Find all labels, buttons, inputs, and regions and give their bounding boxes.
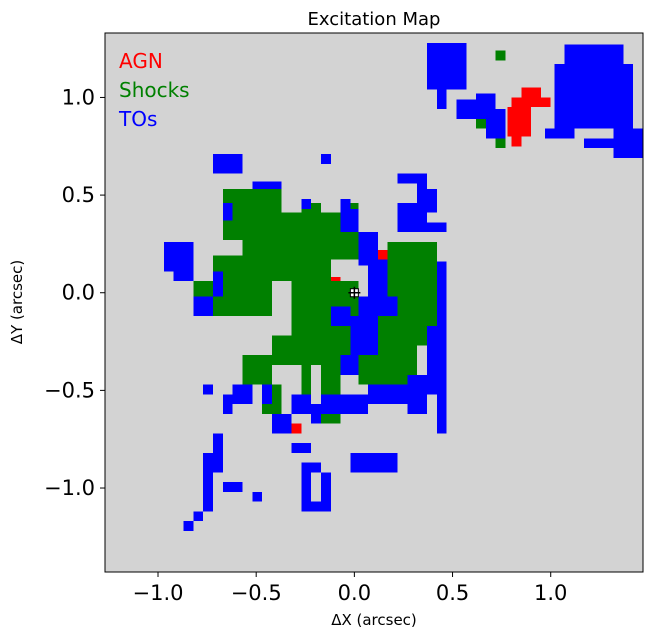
cell-tos xyxy=(320,394,369,414)
y-tick-label: 0.5 xyxy=(62,183,95,207)
cell-tos xyxy=(436,89,447,110)
cell-shocks xyxy=(242,355,272,385)
cell-tos xyxy=(485,109,506,139)
x-tick-label: −1.0 xyxy=(133,581,184,605)
cell-tos xyxy=(222,482,243,492)
cell-tos xyxy=(212,271,223,297)
cell-agn xyxy=(377,249,388,260)
cell-tos xyxy=(203,452,223,473)
y-tick-label: 0.0 xyxy=(62,281,95,305)
cell-tos xyxy=(320,154,331,164)
cell-tos xyxy=(203,501,213,512)
cell-tos xyxy=(436,394,447,434)
cell-tos xyxy=(436,42,457,51)
cell-tos xyxy=(358,232,378,266)
cell-tos xyxy=(456,60,467,80)
cell-shocks xyxy=(212,255,331,282)
cell-shocks xyxy=(476,118,486,129)
chart-title: Excitation Map xyxy=(308,9,441,30)
cell-shocks xyxy=(301,364,312,395)
cell-tos xyxy=(417,173,428,223)
cell-tos xyxy=(436,261,447,375)
x-axis-label: ΔX (arcsec) xyxy=(331,611,417,629)
cell-agn xyxy=(291,423,302,434)
legend-entry-tos: TOs xyxy=(118,107,157,131)
cell-tos xyxy=(203,384,213,395)
cell-agn xyxy=(511,97,551,108)
cell-tos xyxy=(427,189,437,213)
cell-tos xyxy=(301,198,312,209)
cell-tos xyxy=(183,521,194,531)
cell-tos xyxy=(554,64,634,129)
cell-tos xyxy=(311,462,321,473)
cell-tos xyxy=(203,472,213,502)
cell-tos xyxy=(330,306,351,326)
cell-tos xyxy=(340,208,359,233)
cell-tos xyxy=(368,259,388,297)
cell-tos xyxy=(271,413,292,434)
cell-agn xyxy=(507,107,532,117)
cell-shocks xyxy=(301,202,321,213)
cell-tos xyxy=(427,325,447,395)
y-tick-label: 1.0 xyxy=(62,85,95,109)
cell-tos xyxy=(301,501,331,512)
x-tick-label: −0.5 xyxy=(231,581,282,605)
cell-tos xyxy=(222,394,233,414)
cell-agn xyxy=(511,136,522,147)
cell-tos xyxy=(291,443,312,453)
x-tick-label: 0.0 xyxy=(338,581,371,605)
cell-tos xyxy=(407,374,428,414)
cell-tos xyxy=(291,394,312,414)
cell-tos xyxy=(163,241,174,262)
cell-tos xyxy=(377,306,388,317)
cell-tos xyxy=(222,202,233,221)
cell-tos xyxy=(193,511,204,522)
cell-tos xyxy=(212,433,223,453)
cell-shocks xyxy=(495,138,506,149)
cell-tos xyxy=(427,222,447,233)
cell-tos xyxy=(301,462,312,502)
cell-tos xyxy=(252,491,263,502)
legend-entry-shocks: Shocks xyxy=(119,78,190,102)
cell-tos xyxy=(544,128,575,139)
plot-area xyxy=(104,32,644,573)
cell-tos xyxy=(613,128,643,158)
cell-tos xyxy=(340,198,351,209)
legend: AGN Shocks TOs xyxy=(118,49,190,131)
cell-tos xyxy=(340,355,359,375)
cell-shocks xyxy=(387,241,437,282)
y-tick-label: −0.5 xyxy=(44,378,95,402)
plot-frame xyxy=(104,32,644,573)
y-tick-label: −1.0 xyxy=(44,476,95,500)
cell-tos xyxy=(311,404,321,424)
cell-tos xyxy=(252,181,282,190)
y-axis-label: ΔY (arcsec) xyxy=(8,260,26,344)
cell-agn xyxy=(521,87,541,98)
cell-tos xyxy=(368,384,408,405)
legend-entry-agn: AGN xyxy=(119,49,163,73)
cell-tos xyxy=(183,241,194,262)
cell-shocks xyxy=(495,50,506,61)
cell-tos xyxy=(397,173,428,184)
x-tick-label: 1.0 xyxy=(534,581,567,605)
cell-agn xyxy=(507,116,532,137)
cell-tos xyxy=(212,154,243,174)
cell-tos xyxy=(262,384,272,405)
center-marker xyxy=(348,286,361,299)
cell-tos xyxy=(564,44,624,65)
y-axis: 1.0 0.5 0.0 −0.5 −1.0 xyxy=(44,85,105,500)
x-axis: −1.0 −0.5 0.0 0.5 1.0 xyxy=(133,572,567,605)
cell-tos xyxy=(350,316,378,356)
x-tick-label: 0.5 xyxy=(436,581,469,605)
cell-tos xyxy=(476,93,496,110)
cell-tos xyxy=(350,452,398,473)
cell-tos xyxy=(320,472,331,502)
cell-shocks xyxy=(242,189,282,199)
series-tos xyxy=(163,42,643,531)
cell-tos xyxy=(193,296,213,317)
cell-tos xyxy=(584,138,614,149)
cell-tos xyxy=(232,384,253,405)
